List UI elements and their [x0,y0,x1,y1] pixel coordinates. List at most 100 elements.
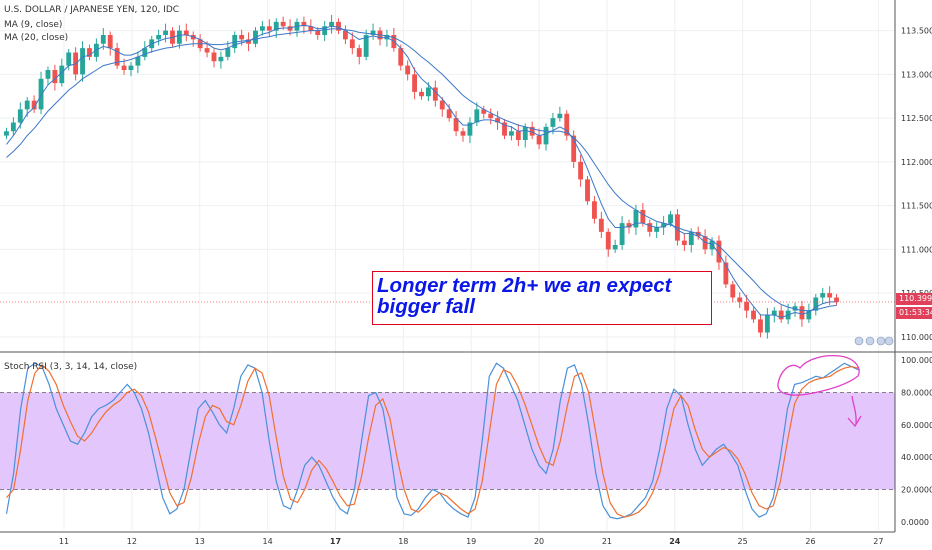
price-tick-label: 112.000 [901,158,932,167]
candle-body [633,210,639,228]
candle-body [336,21,341,31]
candle-body [688,231,694,245]
candle-body [661,223,667,228]
candle-body [799,306,805,320]
rsi-tick-label: 0.0000 [901,518,929,527]
date-tick-label: 25 [738,537,748,546]
candle-body [432,87,438,101]
candle-body [405,65,411,75]
ma20-legend: MA (20, close) [4,33,69,43]
rsi-tick-label: 80.0000 [901,388,932,397]
candle-body [370,30,376,35]
candle-body [176,30,182,44]
candle-body [543,126,549,145]
candle-body [24,100,30,110]
candle-body [363,35,369,57]
candle-body [273,21,279,31]
price-tick-label: 112.500 [901,114,932,123]
candle-body [100,35,106,44]
candle-body [716,240,722,263]
candle-body [730,284,736,298]
price-tick-label: 113.500 [901,27,932,36]
candle-body [460,131,466,136]
pen-arrow-mark [847,395,862,428]
rsi-tick-label: 60.0000 [901,421,932,430]
candle-body [647,223,653,232]
candle-body [834,297,839,302]
rsi-legend: Stoch RSI (3, 3, 14, 14, close) [4,362,138,372]
candle-body [107,35,113,49]
pen-circle-mark [777,354,860,396]
date-tick-label: 14 [263,537,273,546]
rsi-tick-label: 20.0000 [901,486,932,495]
candle-body [737,297,743,302]
candle-body [564,113,570,136]
event-flags [854,336,894,346]
candle-body [605,231,611,250]
bar-countdown: 01:53:34 [896,307,932,319]
candle-body [681,240,687,245]
candle-body [280,21,286,27]
candle-body [453,118,459,132]
candle-body [218,56,224,62]
candle-body [142,48,148,57]
ma20-line [6,28,837,312]
candle-body [529,126,535,136]
candle-body [183,30,189,35]
candle-body [349,39,355,49]
candle-body [495,118,501,123]
candle-body [592,201,597,219]
rsi-tick-label: 100.0000 [901,356,932,365]
candle-body [163,30,168,35]
candle-body [315,30,321,35]
candle-body [820,293,826,298]
candle-body [59,65,65,84]
candle-body [439,100,445,110]
date-tick-label: 20 [534,537,544,546]
price-tick-label: 113.000 [901,70,932,79]
candle-body [425,87,431,97]
date-tick-label: 26 [805,537,815,546]
rsi-axis-labels: 100.0000 80.0000 60.0000 40.0000 20.0000 0.00… [901,356,932,527]
price-tick-label: 111.500 [901,202,932,211]
candle-body [502,122,507,136]
rsi-tick-label: 40.0000 [901,453,932,462]
candle-body [764,315,770,333]
candle-body [509,131,514,136]
candle-body [481,109,487,114]
annotation-line-1: Longer term 2h+ we an expect [377,274,672,297]
candle-body [45,70,51,79]
ma9-legend: MA (9, close) [4,20,63,30]
candle-body [467,122,473,136]
candle-body [640,210,646,224]
candle-body [598,218,604,232]
date-tick-label: 19 [466,537,476,546]
stoch-k-line [5,362,859,520]
candle-body [626,223,632,228]
candle-body [4,131,9,136]
candle-body [211,52,217,62]
candle-body [225,48,231,57]
date-tick-label: 11 [59,537,69,546]
candle-body [239,35,245,40]
candle-body [550,118,556,127]
candle-body [557,113,563,119]
candle-body [10,122,16,132]
candle-body [813,297,819,311]
candle-body [412,74,418,92]
current-price-tag: 110.399 [896,293,932,305]
chart-title: U.S. DOLLAR / JAPANESE YEN, 120, IDC [4,5,180,15]
candle-body [135,56,141,66]
date-tick-label: 13 [195,537,205,546]
price-tick-label: 111.000 [901,245,932,254]
candle-body [827,293,833,298]
candle-body [114,48,120,66]
candle-body [654,227,660,232]
candle-body [536,135,542,145]
date-tick-label: 12 [127,537,137,546]
candle-body [342,30,348,40]
candle-body [121,65,127,70]
candle-body [578,161,584,180]
candle-body [771,310,777,315]
